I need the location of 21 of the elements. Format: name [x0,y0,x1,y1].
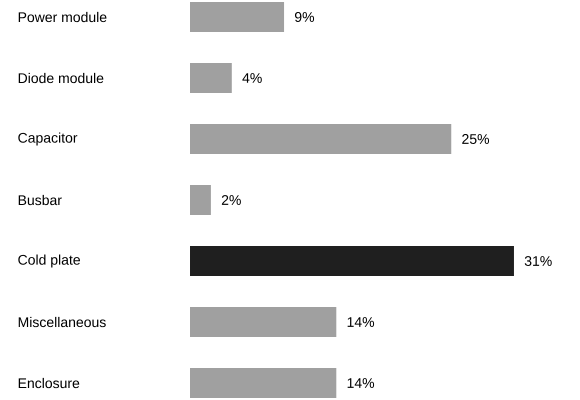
y-tick-label: Cold plate [18,254,80,268]
data-label: 31% [524,256,552,266]
bar [190,185,211,216]
data-label: 14% [348,378,374,388]
data-label: 14% [348,317,374,327]
bar [190,246,514,276]
bar [190,2,284,32]
y-tick-label: Power module [18,12,106,22]
y-tick-label: Capacitor [18,132,78,146]
y-tick-label: Diode module [18,72,104,84]
data-label: 4% [242,73,262,83]
y-tick-label: Miscellaneous [18,316,106,328]
y-tick-label: Busbar [18,194,62,206]
data-label: 9% [294,12,314,22]
data-label: 2% [222,195,241,205]
bar [190,62,232,93]
bar [190,307,336,338]
data-label: 25% [462,134,490,144]
bar [190,124,452,154]
bar [190,368,336,398]
y-tick-label: Enclosure [18,378,80,388]
